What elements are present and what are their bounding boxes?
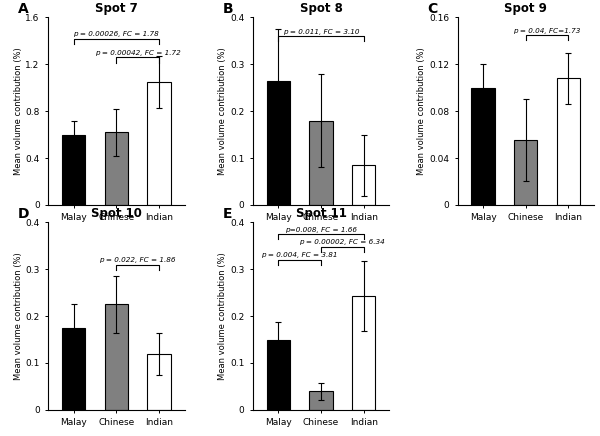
Y-axis label: Mean volume contribution (%): Mean volume contribution (%) [218,252,227,380]
Bar [147,354,170,410]
Title: Spot 7: Spot 7 [95,2,137,15]
Bar [147,82,170,205]
Y-axis label: Mean volume contribution (%): Mean volume contribution (%) [218,47,227,175]
Bar [472,88,495,205]
Text: A: A [18,3,29,17]
Title: Spot 9: Spot 9 [505,2,547,15]
Text: p=0.008, FC = 1.66: p=0.008, FC = 1.66 [285,227,357,232]
Text: p = 0.04, FC=1.73: p = 0.04, FC=1.73 [514,27,581,34]
Title: Spot 11: Spot 11 [296,207,346,220]
Text: C: C [427,3,438,17]
Text: p = 0.00042, FC = 1.72: p = 0.00042, FC = 1.72 [95,50,181,56]
Title: Spot 8: Spot 8 [299,2,343,15]
Bar [104,132,128,205]
Bar [62,328,85,410]
Y-axis label: Mean volume contribution (%): Mean volume contribution (%) [14,47,23,175]
Bar [104,304,128,410]
Y-axis label: Mean volume contribution (%): Mean volume contribution (%) [417,47,426,175]
Text: p = 0.00002, FC = 6.34: p = 0.00002, FC = 6.34 [299,239,385,245]
Bar [266,340,290,410]
Bar [266,81,290,205]
Text: p = 0.022, FC = 1.86: p = 0.022, FC = 1.86 [100,257,176,263]
Text: D: D [18,208,29,221]
Bar [352,165,376,205]
Text: p = 0.00026, FC = 1.78: p = 0.00026, FC = 1.78 [73,31,159,37]
Text: p = 0.011, FC = 3.10: p = 0.011, FC = 3.10 [283,29,359,35]
Bar [557,78,580,205]
Title: Spot 10: Spot 10 [91,207,142,220]
Bar [514,140,538,205]
Bar [352,296,376,410]
Y-axis label: Mean volume contribution (%): Mean volume contribution (%) [14,252,23,380]
Text: B: B [223,3,233,17]
Text: E: E [223,208,232,221]
Bar [62,135,85,205]
Bar [309,121,333,205]
Bar [309,391,333,410]
Text: p = 0.004, FC = 3.81: p = 0.004, FC = 3.81 [262,252,338,259]
